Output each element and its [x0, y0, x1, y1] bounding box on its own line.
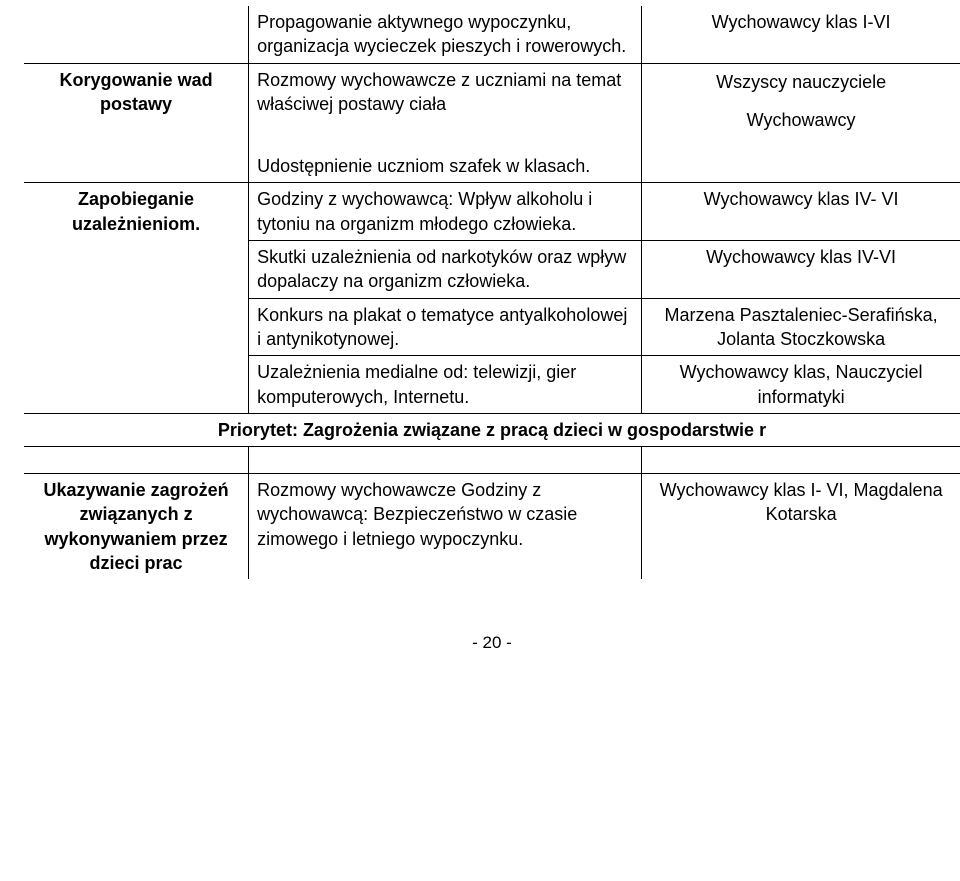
cell-right: [642, 136, 960, 183]
cell-right: Marzena Pasztaleniec-Serafińska, Jolanta…: [642, 298, 960, 356]
page: Propagowanie aktywnego wypoczynku, organ…: [0, 0, 960, 881]
table-row: Zapobieganie uzależnieniom. Godziny z wy…: [24, 183, 960, 241]
gap-row: [24, 447, 960, 474]
gap-cell: [249, 447, 642, 474]
cell-mid: Skutki uzależnienia od narkotyków oraz w…: [249, 241, 642, 299]
table-row: Korygowanie wad postawy Rozmowy wychowaw…: [24, 63, 960, 136]
page-number: - 20 -: [24, 633, 960, 653]
cell-right: Wszyscy nauczyciele Wychowawcy: [642, 63, 960, 136]
cell-mid: Godziny z wychowawcą: Wpływ alkoholu i t…: [249, 183, 642, 241]
text-line: Udostępnienie uczniom szafek w klasach.: [257, 154, 633, 178]
cell-right: Wychowawcy klas IV- VI: [642, 183, 960, 241]
spacer: [257, 140, 633, 154]
cell-mid: Rozmowy wychowawcze z uczniami na temat …: [249, 63, 642, 136]
cell-mid: Udostępnienie uczniom szafek w klasach.: [249, 136, 642, 183]
cell-left: Korygowanie wad postawy: [24, 63, 249, 183]
priority-row: Priorytet: Zagrożenia związane z pracą d…: [24, 413, 960, 446]
cell-mid: Propagowanie aktywnego wypoczynku, organ…: [249, 6, 642, 63]
cell-right: Wychowawcy klas IV-VI: [642, 241, 960, 299]
cell-mid: Uzależnienia medialne od: telewizji, gie…: [249, 356, 642, 414]
text-line: Wszyscy nauczyciele: [650, 68, 952, 94]
document-table: Propagowanie aktywnego wypoczynku, organ…: [24, 6, 960, 579]
priority-cell: Priorytet: Zagrożenia związane z pracą d…: [24, 413, 960, 446]
table-row: Ukazywanie zagrożeń związanych z wykonyw…: [24, 474, 960, 580]
text-line: Wychowawcy: [650, 108, 952, 132]
cell-left: Ukazywanie zagrożeń związanych z wykonyw…: [24, 474, 249, 580]
cell-left: Zapobieganie uzależnieniom.: [24, 183, 249, 413]
cell-left: [24, 6, 249, 63]
cell-right: Wychowawcy klas, Nauczyciel informatyki: [642, 356, 960, 414]
gap-cell: [24, 447, 249, 474]
gap-cell: [642, 447, 960, 474]
cell-mid: Rozmowy wychowawcze Godziny z wychowawcą…: [249, 474, 642, 580]
table-row: Propagowanie aktywnego wypoczynku, organ…: [24, 6, 960, 63]
cell-right: Wychowawcy klas I-VI: [642, 6, 960, 63]
cell-mid: Konkurs na plakat o tematyce antyalkohol…: [249, 298, 642, 356]
spacer: [650, 94, 952, 108]
cell-right: Wychowawcy klas I- VI, Magdalena Kotarsk…: [642, 474, 960, 580]
